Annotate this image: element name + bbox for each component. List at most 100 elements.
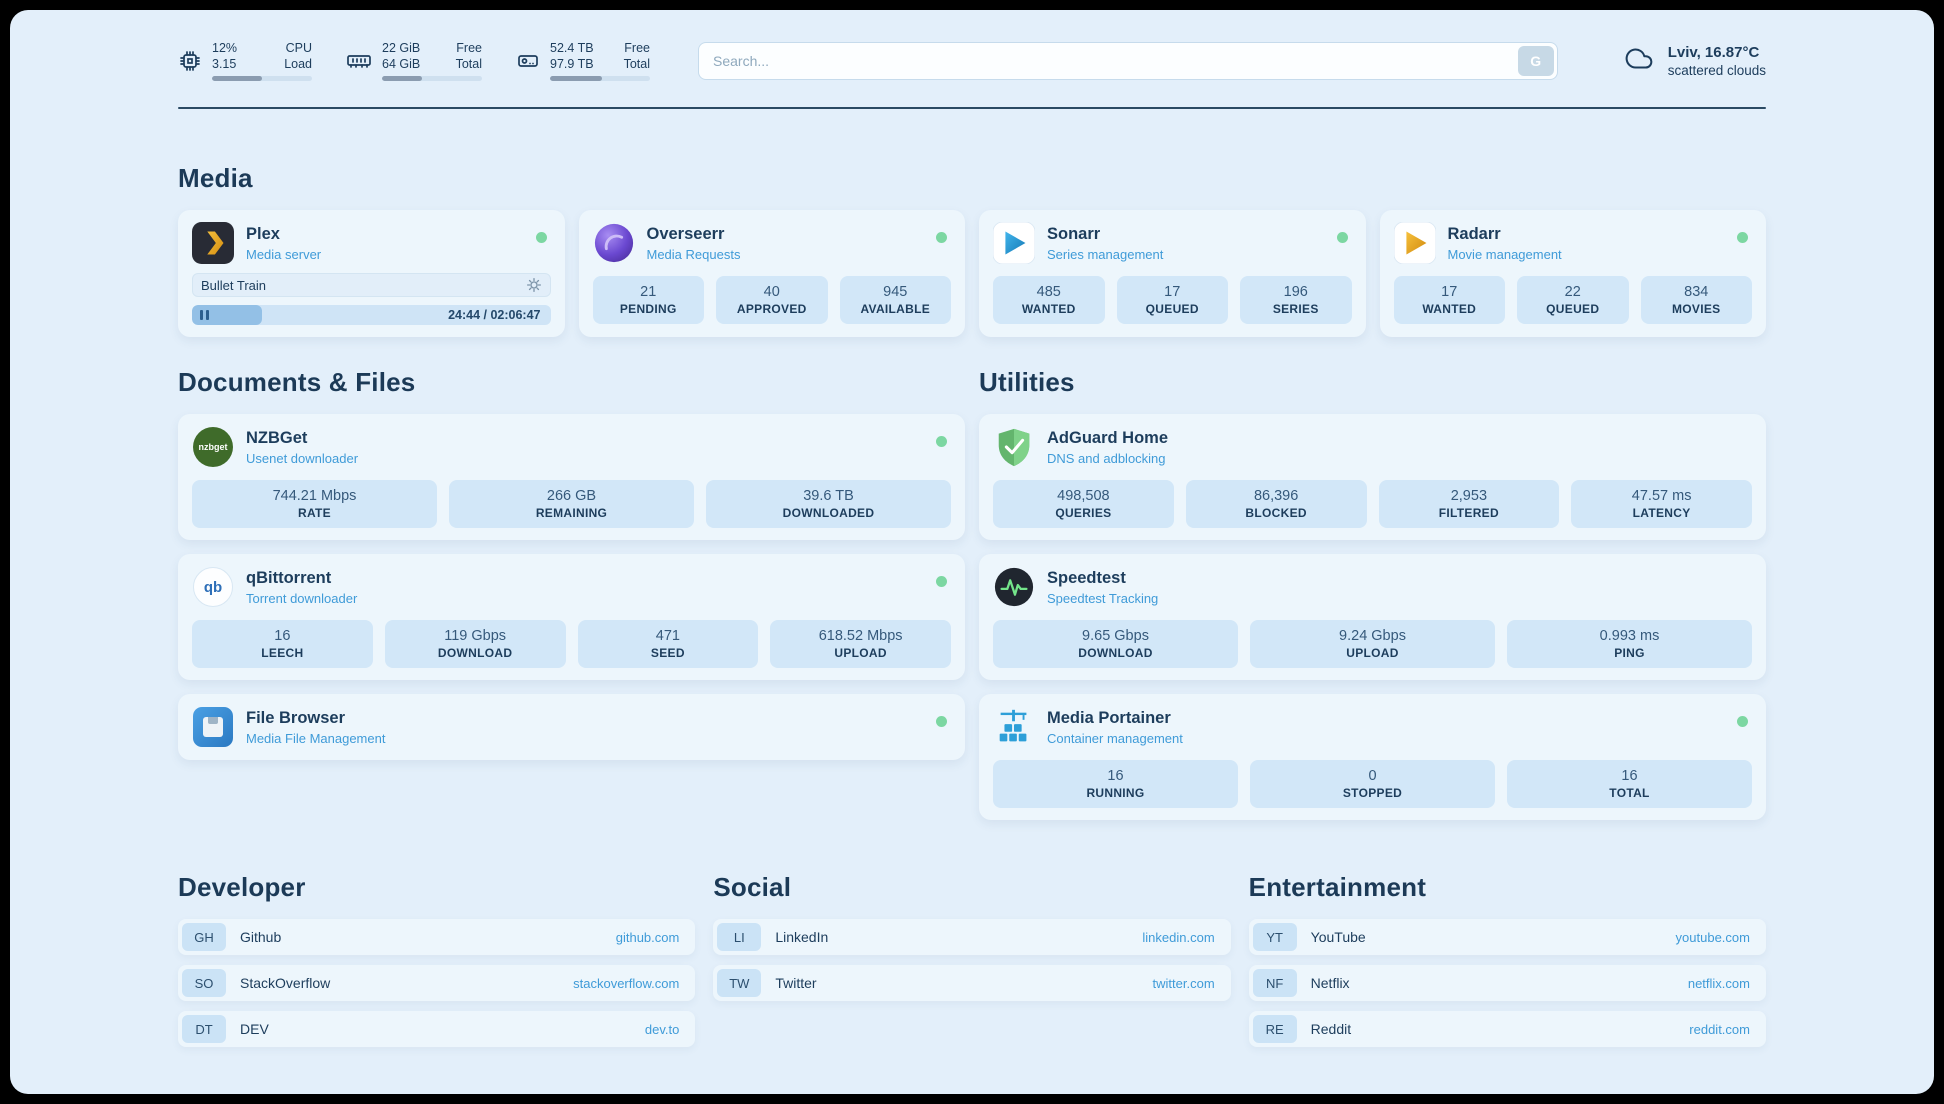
stat-tile: 0.993 ms PING [1507,620,1752,668]
stat-value: 2,953 [1450,488,1488,504]
bookmark-stackoverflow[interactable]: SO StackOverflow stackoverflow.com [178,965,696,1001]
dashboard-root: 12% CPU 3.15 Load 22 GiB Free 64 GiB Total [10,10,1934,1094]
bookmark-name: DEV [240,1021,269,1037]
bookmark-dev[interactable]: DT DEV dev.to [178,1011,696,1047]
section-utilities: Utilities AdGuard Home DNS and adblockin… [979,367,1766,820]
cpu-load-label: Load [284,57,312,71]
stat-tile: 485 WANTED [993,276,1105,324]
stat-label: RATE [298,506,331,520]
status-dot [1336,232,1348,243]
bookmark-abbr: NF [1252,969,1297,997]
bookmark-reddit[interactable]: RE Reddit reddit.com [1248,1011,1766,1047]
app-name: Speedtest [1047,568,1126,587]
cpu-label: CPU [285,41,312,55]
stat-label: QUEUED [1546,302,1600,316]
status-dot [936,576,947,587]
stat-tile: 0 STOPPED [1250,760,1495,808]
bookmark-url: twitter.com [1152,975,1215,991]
app-name: Overseerr [646,224,725,243]
stat-tile: 2,953 FILTERED [1378,480,1560,528]
app-card-filebrowser[interactable]: File Browser Media File Management [178,694,965,760]
status-dot [535,232,547,243]
app-name: NZBGet [246,428,308,447]
stat-value: 196 [1283,284,1308,300]
pause-icon [200,310,209,320]
stat-value: 119 Gbps [444,628,507,644]
stat-tile: 618.52 Mbps UPLOAD [770,620,951,668]
app-card-sonarr[interactable]: Sonarr Series management 485 WANTED 17 QUE… [979,210,1366,337]
bookmark-twitter[interactable]: TW Twitter twitter.com [713,965,1231,1001]
playback-progress-bar: 24:44 / 02:06:47 [192,305,551,325]
stat-label: DOWNLOADED [782,506,875,520]
stat-value: 22 [1564,284,1581,300]
stat-tile: 86,396 BLOCKED [1185,480,1367,528]
app-card-radarr[interactable]: Radarr Movie management 17 WANTED 22 QUEUE… [1379,210,1766,337]
now-playing-title: Bullet Train [201,277,267,293]
stat-label: UPLOAD [1346,646,1399,660]
cloud-icon [1622,45,1656,77]
app-card-qbittorrent[interactable]: qb qBittorrent Torrent downloader 16 LEEC… [178,554,965,680]
stat-tile: 119 Gbps DOWNLOAD [384,620,566,668]
app-subtitle: Media File Management [246,730,386,746]
weather-widget: Lviv, 16.87°C scattered clouds [1622,44,1766,78]
app-card-overseerr[interactable]: Overseerr Media Requests 21 PENDING 40 APP… [578,210,965,337]
plex-icon [192,222,234,264]
playback-progress-fill [192,305,262,325]
bookmark-url: linkedin.com [1142,929,1215,945]
section-title-utilities: Utilities [979,367,1075,397]
app-subtitle: Media server [246,246,322,262]
gear-icon[interactable] [526,277,542,293]
stat-label: LATENCY [1632,506,1691,520]
disk-widget: 52.4 TB Free 97.9 TB Total [516,40,650,81]
stat-value: 47.57 ms [1631,488,1692,504]
app-card-adguard[interactable]: AdGuard Home DNS and adblocking 498,508 Q… [979,414,1766,540]
stat-value: 39.6 TB [803,488,854,504]
stat-tile: 471 SEED [577,620,759,668]
search-input[interactable] [698,41,1558,80]
disk-total-value: 97.9 TB [550,57,594,71]
bookmark-youtube[interactable]: YT YouTube youtube.com [1248,919,1766,955]
cpu-load-value: 3.15 [212,57,237,71]
section-documents: Documents & Files nzbget NZBGet Usenet d… [178,367,965,760]
weather-location: Lviv, 16.87°C [1667,43,1760,61]
bookmark-netflix[interactable]: NF Netflix netflix.com [1248,965,1766,1001]
disk-icon [516,49,540,73]
section-social: Social LI LinkedIn linkedin.com TW Twitt… [713,872,1231,1011]
stat-tile: 196 SERIES [1240,276,1352,324]
qbittorrent-icon-text: qb [193,567,233,607]
stat-value: 17 [1441,284,1458,300]
stat-tile: 266 GB REMAINING [449,480,694,528]
app-name: Sonarr [1047,224,1101,243]
status-dot [936,436,947,447]
bookmark-github[interactable]: GH Github github.com [178,919,696,955]
ram-free-label: Free [456,41,482,55]
cpu-widget: 12% CPU 3.15 Load [178,40,312,81]
bookmark-linkedin[interactable]: LI LinkedIn linkedin.com [713,919,1231,955]
stat-value: 498,508 [1057,488,1110,504]
status-dot [1737,716,1748,727]
bookmark-abbr: RE [1252,1015,1297,1043]
search-engine-button[interactable]: G [1517,45,1554,76]
app-card-speedtest[interactable]: Speedtest Speedtest Tracking 9.65 Gbps DO… [979,554,1766,680]
stat-tile: 47.57 ms LATENCY [1571,480,1752,528]
ram-total-value: 64 GiB [382,57,421,71]
app-card-nzbget[interactable]: nzbget NZBGet Usenet downloader 744.21 M… [178,414,965,540]
disk-progress-fill [550,76,602,81]
app-card-plex[interactable]: Plex Media server Bullet Train 24:44 / 0… [178,210,565,337]
portainer-icon [993,706,1035,748]
bookmark-url: netflix.com [1687,975,1750,991]
stat-label: PING [1614,646,1645,660]
app-subtitle: Media Requests [646,246,741,262]
cpu-value: 12% [212,41,238,55]
section-title-social: Social [713,872,792,902]
bookmark-name: Reddit [1310,1021,1352,1037]
nzbget-icon-text: nzbget [193,427,233,467]
sonarr-icon [993,222,1035,264]
stat-label: UPLOAD [834,646,887,660]
stat-tile: 39.6 TB DOWNLOADED [706,480,951,528]
app-card-portainer[interactable]: Media Portainer Container management 16 R… [979,694,1766,820]
bookmark-url: dev.to [644,1021,680,1037]
system-stats-group: 12% CPU 3.15 Load 22 GiB Free 64 GiB Total [178,40,650,81]
stat-value: 618.52 Mbps [818,628,903,644]
status-dot [936,716,947,727]
